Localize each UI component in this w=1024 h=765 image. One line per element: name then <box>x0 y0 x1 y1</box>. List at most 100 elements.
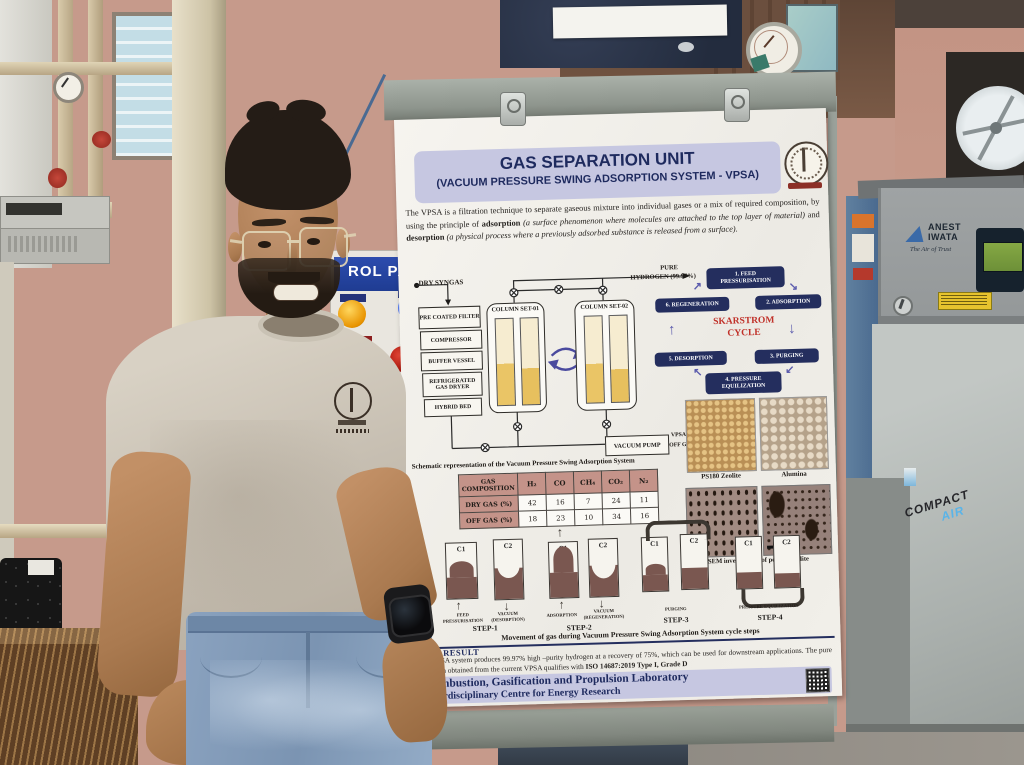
pipe-vertical-2 <box>88 0 103 218</box>
cycle-step-6: 6. REGENERATION <box>655 296 730 313</box>
arrow-up-left-icon: ↖ <box>693 366 703 379</box>
arrow-up-right-icon: ↗ <box>692 280 703 293</box>
cycle-step-1: 1. FEED PRESSURISATION <box>706 266 785 290</box>
step2-label-2: VACUUM (REGENERATION) <box>580 608 628 621</box>
adsorbent-column <box>583 315 605 404</box>
gauge-dial-icon <box>754 30 788 64</box>
step3-label: PURGING <box>664 606 687 612</box>
arrow-down-right-icon: ↘ <box>788 280 799 294</box>
bench-leg <box>0 262 14 632</box>
ups-label <box>28 560 54 575</box>
step1-label-2: VACUUM (DESORPTION) <box>482 610 534 623</box>
logo-banner-icon <box>338 420 366 425</box>
smartwatch-face <box>387 593 435 639</box>
table-header-cell: CO₂ <box>601 470 630 493</box>
step4-column-c1: C1 <box>734 535 764 590</box>
glasses-bridge <box>287 240 299 243</box>
person-eye-left <box>258 241 271 248</box>
lamp-label-plate <box>340 294 366 302</box>
display-buttons[interactable] <box>982 276 1022 284</box>
flow-box-2: COMPRESSOR <box>419 329 483 351</box>
brand-name-line1: ANEST <box>928 222 962 232</box>
pipe-horizontal-3 <box>0 524 110 538</box>
table-header-cell: H₂ <box>517 472 547 496</box>
arrow-up-icon: ↑ <box>667 321 676 339</box>
poster: GAS SEPARATION UNIT (VACUUM PRESSURE SWI… <box>394 107 843 708</box>
intro-part-bold: desorption <box>406 232 447 243</box>
sticker-small-blue <box>904 468 916 486</box>
anest-iwata-logo: ANEST IWATA The Air of Trust <box>905 220 972 262</box>
person-hair <box>225 110 351 210</box>
person-ear-left <box>228 232 242 262</box>
adsorbent-column <box>608 314 630 404</box>
cycle-title-line2: CYCLE <box>727 327 761 339</box>
step4-title: STEP-4 <box>757 612 783 623</box>
logo-circle-icon <box>334 382 372 420</box>
person-smile-teeth <box>273 284 319 301</box>
value-cell: 42 <box>518 494 547 512</box>
table-header-cell: CO <box>545 471 575 495</box>
step3-title: STEP-3 <box>663 614 689 625</box>
step4-column-c2: C2 <box>772 534 802 589</box>
step4-label: PRESSURE EQUILIZATION <box>738 602 799 610</box>
value-cell: 18 <box>518 510 547 528</box>
schematic-pipes <box>414 273 691 453</box>
logo-text-line <box>336 429 369 433</box>
step1-column-c2: C2 <box>492 538 525 601</box>
gas-composition-table: GAS COMPOSITION H₂ CO CH₄ CO₂ N₂ DRY GAS… <box>458 469 659 530</box>
bolt-icon <box>678 42 694 52</box>
adsorbent-column <box>519 317 542 406</box>
column-set-2: COLUMN SET-02 <box>574 299 638 411</box>
alumina-photo <box>758 396 829 471</box>
feed-label: DRY SYNGAS <box>418 278 464 288</box>
tshirt-logo-print <box>330 382 374 440</box>
pipe-vertical-1 <box>58 0 73 215</box>
warning-sticker-white <box>852 234 874 262</box>
compressor-seam <box>878 316 1024 324</box>
column-set-1: COLUMN SET-01 <box>486 301 548 414</box>
column-set-1-label: COLUMN SET-01 <box>491 306 540 314</box>
display-screen <box>983 242 1023 272</box>
valve-red-2 <box>48 168 67 188</box>
pipe-horizontal-left <box>0 62 176 75</box>
institute-logo-banner <box>787 182 823 190</box>
glasses-temple-right <box>343 233 357 238</box>
cycle-step-2: 2. ADSORPTION <box>755 294 822 310</box>
column-label: C2 <box>782 538 791 547</box>
cycle-title: SKARSTROM CYCLE <box>704 315 785 341</box>
vacuum-pump-box: VACUUM PUMP <box>604 434 670 457</box>
row-label-cell: DRY GAS (%) <box>459 495 519 513</box>
jeans-fade <box>210 660 410 760</box>
person-right-forearm <box>95 449 193 699</box>
warning-sticker-red <box>853 268 873 280</box>
table-header-cell: N₂ <box>629 469 658 493</box>
label-line: (REGENERATION) <box>583 613 625 620</box>
flow-box-1: PRE COATED FILTER <box>418 305 481 330</box>
label-line: (DESORPTION) <box>491 616 525 623</box>
keyhole-lock[interactable] <box>893 296 913 316</box>
step2-column-c2: C2 <box>587 537 620 598</box>
instrument-display-slot <box>6 203 62 215</box>
column-set-2-label: COLUMN SET-02 <box>580 303 629 311</box>
arrow-down-icon: ↓ <box>787 319 796 338</box>
value-cell: 34 <box>602 508 631 525</box>
off-gas-line1: VPSA <box>670 431 687 439</box>
value-cell: 11 <box>629 491 659 509</box>
person-mustache <box>268 272 320 285</box>
table-header-cell: CH₄ <box>573 470 602 494</box>
pressure-gauge-left <box>53 72 84 103</box>
key-result-standard: ISO 14687:2019 Type I, Grade D <box>585 658 688 671</box>
instrument-vent <box>8 236 78 252</box>
cycle-step-4: 4. PRESSURE EQUILIZATION <box>705 371 782 395</box>
warning-sticker-orange <box>852 214 874 228</box>
column-label: C1 <box>456 545 466 554</box>
cycle-step-3: 3. PURGING <box>754 348 819 365</box>
brand-name-line2: IWATA <box>928 232 959 242</box>
alumina-label: Alumina <box>781 470 807 479</box>
paper-note <box>552 4 728 39</box>
fan-hub <box>990 122 1002 134</box>
intro-part-bold: adsorption <box>481 218 524 229</box>
column-label: C2 <box>503 541 513 551</box>
zeolite-photo <box>684 398 757 473</box>
intro-paragraph: The VPSA is a filtration technique to se… <box>405 196 820 245</box>
